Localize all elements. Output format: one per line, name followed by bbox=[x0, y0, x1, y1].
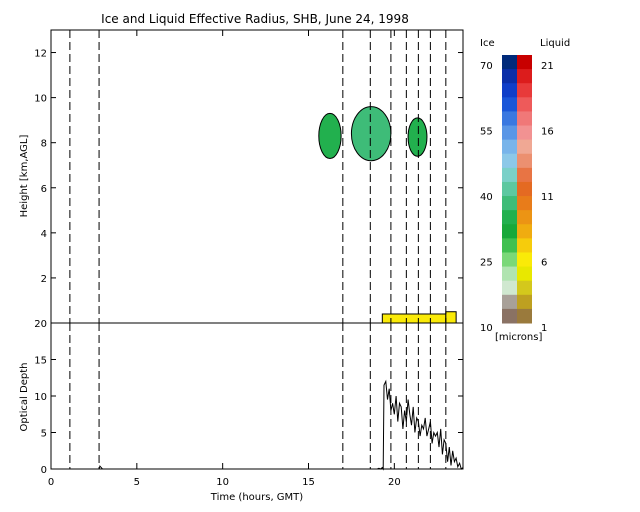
chart-title: Ice and Liquid Effective Radius, SHB, Ju… bbox=[101, 12, 409, 26]
top-y-axis-label: Height [km,AGL] bbox=[19, 135, 30, 218]
colorbar-liquid-tick-label-2: 11 bbox=[541, 192, 554, 203]
colorbar-liquid-swatch-10 bbox=[517, 196, 532, 211]
colorbar-ice-swatch-12 bbox=[502, 224, 517, 239]
bottom-y-tick-label-2: 10 bbox=[34, 392, 47, 403]
colorbar-ice-swatch-10 bbox=[502, 196, 517, 211]
colorbar-ice-swatch-16 bbox=[502, 280, 517, 296]
colorbar-liquid-swatch-9 bbox=[517, 181, 532, 197]
top-y-tick-label-5: 10 bbox=[34, 94, 47, 105]
colorbar-liquid-swatch-1 bbox=[517, 69, 532, 84]
colorbar-liquid-swatch-6 bbox=[517, 139, 532, 155]
colorbar-liquid-swatch-14 bbox=[517, 252, 532, 268]
colorbar-ice-tick-label-2: 40 bbox=[480, 192, 493, 203]
liquid-cloud-region-0 bbox=[381, 313, 447, 324]
ice-cloud-region-0 bbox=[318, 112, 342, 159]
colorbar-ice-swatch-15 bbox=[502, 266, 517, 282]
colorbar-ice-swatch-14 bbox=[502, 252, 517, 268]
colorbar-ice-label: Ice bbox=[480, 38, 495, 49]
colorbar-ice-swatch-8 bbox=[502, 167, 517, 183]
effective-radius-panel: 2 4 6 8 10 12 Height [km,AGL] bbox=[19, 29, 464, 324]
colorbar-liquid-tick-label-4: 1 bbox=[541, 323, 547, 334]
optical-depth-series-line bbox=[98, 379, 464, 471]
colorbar-liquid-swatch-13 bbox=[517, 238, 532, 253]
colorbar-liquid-swatch-4 bbox=[517, 111, 532, 127]
top-y-tick-label-3: 6 bbox=[41, 184, 47, 195]
colorbar-units-label: [microns] bbox=[495, 332, 542, 343]
colorbar-liquid-swatch-0 bbox=[517, 55, 532, 70]
x-axis-label: Time (hours, GMT) bbox=[210, 492, 304, 503]
bottom-y-tick-label-4: 20 bbox=[34, 319, 47, 330]
colorbar-liquid-label: Liquid bbox=[540, 38, 570, 49]
colorbar-ice-tick-label-3: 25 bbox=[480, 258, 493, 269]
colorbar-ice-swatch-1 bbox=[502, 69, 517, 84]
colorbar-ice-swatch-7 bbox=[502, 153, 517, 169]
top-y-tick-label-1: 2 bbox=[41, 274, 47, 285]
colorbar-ice-swatch-17 bbox=[502, 294, 517, 310]
colorbar-ice-tick-label-4: 10 bbox=[480, 323, 493, 334]
bottom-y-axis-label: Optical Depth bbox=[19, 363, 30, 432]
top-plot-frame bbox=[50, 29, 464, 324]
colorbar-liquid-swatch-11 bbox=[517, 210, 532, 225]
x-tick-label-0: 0 bbox=[48, 477, 54, 488]
colorbar-liquid-swatch-16 bbox=[517, 280, 532, 296]
bottom-y-tick-label-3: 15 bbox=[34, 356, 47, 367]
top-y-tick-label-4: 8 bbox=[41, 139, 47, 150]
ice-cloud-region-1 bbox=[350, 106, 392, 162]
colorbar-ice-tick-label-0: 70 bbox=[480, 61, 493, 72]
colorbar-ice-swatch-11 bbox=[502, 210, 517, 225]
colorbar-liquid-tick-label-3: 6 bbox=[541, 258, 547, 269]
x-tick-label-4: 20 bbox=[388, 477, 401, 488]
top-y-tick-label-6: 12 bbox=[34, 49, 47, 60]
colorbar-liquid-swatch-3 bbox=[517, 97, 532, 112]
top-y-tick-label-2: 4 bbox=[41, 229, 47, 240]
colorbar-ice-tick-label-1: 55 bbox=[480, 127, 493, 138]
colorbar-liquid-tick-label-0: 21 bbox=[541, 61, 554, 72]
colorbar-liquid-swatch-15 bbox=[517, 266, 532, 282]
colorbar-ice-swatch-2 bbox=[502, 83, 517, 98]
bottom-y-tick-label-1: 5 bbox=[41, 429, 47, 440]
colorbar-ice-swatch-13 bbox=[502, 238, 517, 253]
colorbar-ice-swatch-9 bbox=[502, 181, 517, 197]
colorbar-liquid-swatch-8 bbox=[517, 167, 532, 183]
x-tick-label-2: 10 bbox=[216, 477, 229, 488]
x-tick-label-1: 5 bbox=[134, 477, 140, 488]
colorbar-ice-swatch-5 bbox=[502, 125, 517, 141]
liquid-cloud-region-1 bbox=[445, 311, 457, 324]
colorbar-ice-swatch-0 bbox=[502, 55, 517, 70]
x-tick-label-3: 15 bbox=[302, 477, 315, 488]
colorbar-liquid-swatch-17 bbox=[517, 294, 532, 310]
ice-cloud-region-2 bbox=[407, 117, 428, 157]
bottom-plot-frame bbox=[50, 322, 464, 470]
colorbar-liquid-swatch-18 bbox=[517, 308, 532, 324]
colorbar-liquid-tick-label-1: 16 bbox=[541, 127, 554, 138]
colorbar-ice-swatch-3 bbox=[502, 97, 517, 112]
colorbar-liquid-swatch-2 bbox=[517, 83, 532, 98]
colorbar-liquid-swatch-7 bbox=[517, 153, 532, 169]
colorbar-ice-swatch-4 bbox=[502, 111, 517, 127]
colorbar-liquid-swatch-12 bbox=[517, 224, 532, 239]
colorbar-liquid-swatch-5 bbox=[517, 125, 532, 141]
colorbar-ice-swatch-18 bbox=[502, 308, 517, 324]
colorbar-ice-swatch-6 bbox=[502, 139, 517, 155]
colorbar: Ice Liquid 70 55 40 25 10 21 16 11 6 1 [microns] bbox=[480, 38, 570, 343]
optical-depth-panel: 0 5 10 15 20 0 5 10 15 20 Optical Depth Time (hou… bbox=[19, 30, 464, 503]
bottom-y-tick-label-0: 0 bbox=[41, 465, 47, 476]
